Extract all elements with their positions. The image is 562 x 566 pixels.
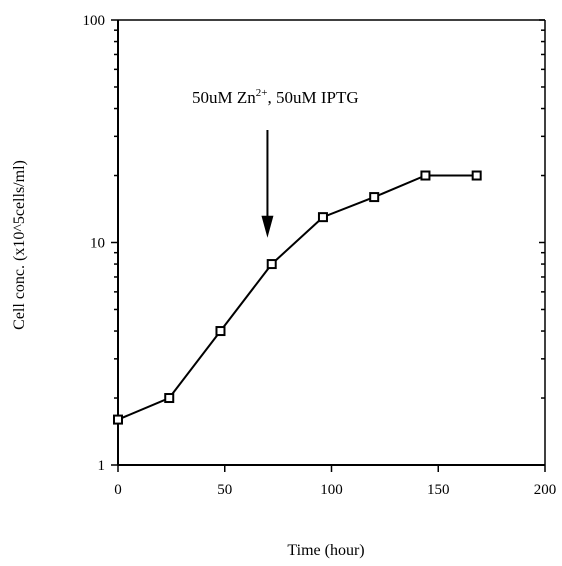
data-point (266, 259, 277, 270)
data-point (164, 393, 175, 404)
y-axis-label: Cell conc. (x10^5cells/ml) (11, 160, 28, 330)
x-ticks: 0 50 100 150 200 (114, 465, 556, 498)
data-point (113, 414, 123, 425)
annotation-tail: , 50uM IPTG (267, 88, 358, 107)
data-point (317, 212, 328, 223)
x-tick-label: 100 (320, 482, 343, 498)
y-tick-label: 100 (83, 13, 106, 29)
data-series (113, 170, 482, 425)
x-tick-label: 0 (114, 482, 122, 498)
x-tick-label: 150 (427, 482, 450, 498)
data-point (420, 170, 431, 181)
x-axis-label: Time (hour) (287, 542, 364, 559)
annotations: 50uM Zn2+, 50uM IPTG (192, 87, 359, 238)
plot-frame (117, 19, 546, 466)
x-tick-label: 200 (534, 482, 557, 498)
y-tick-label: 10 (90, 236, 105, 252)
data-point (215, 326, 226, 337)
annotation-text: 50uM Zn2+, 50uM IPTG (192, 87, 359, 107)
annotation-arrow-head (261, 215, 274, 238)
x-tick-label: 50 (217, 482, 232, 498)
data-point (369, 192, 380, 203)
series-line (117, 174, 477, 421)
annotation-main: 50uM Zn (192, 88, 256, 107)
y-tick-label: 1 (98, 458, 106, 474)
data-point (471, 170, 482, 181)
y-ticks: 1 10 100 (83, 13, 545, 474)
annotation-superscript: 2+ (256, 87, 268, 99)
